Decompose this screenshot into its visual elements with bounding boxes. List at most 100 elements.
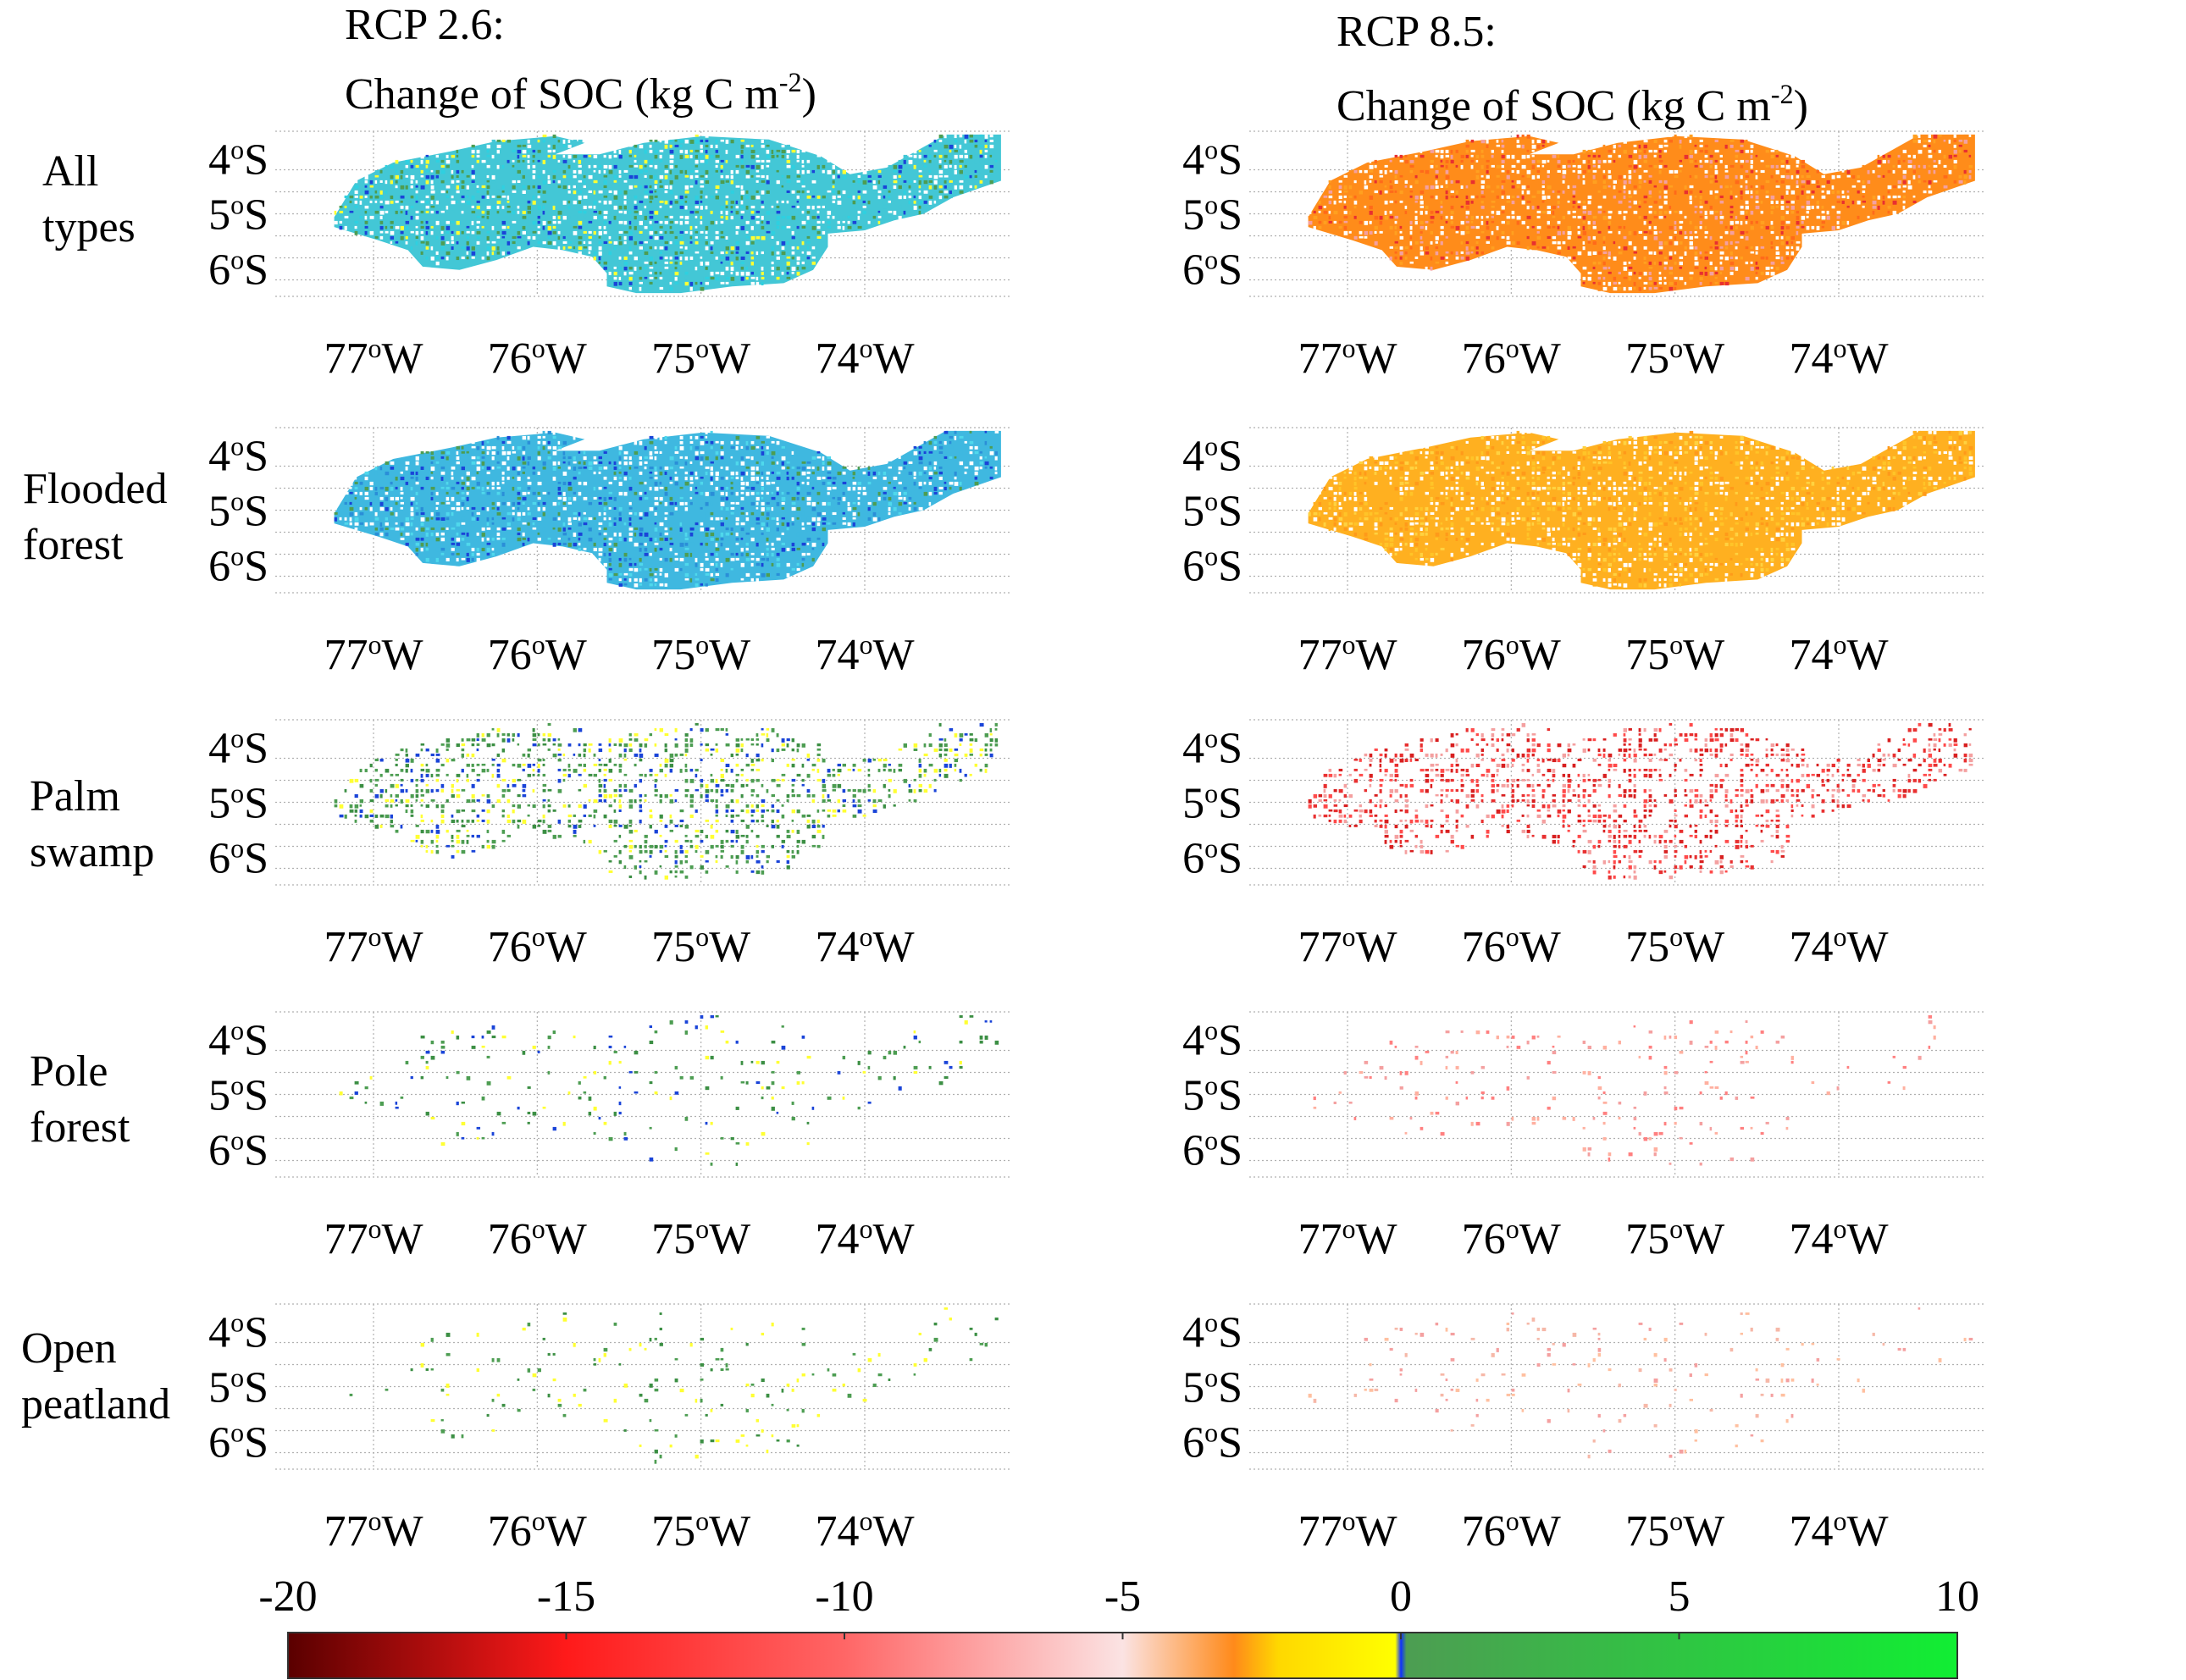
peatland-cell (1750, 185, 1753, 189)
peatland-cell (1450, 445, 1454, 449)
peatland-cell (776, 266, 780, 271)
peatland-cell (537, 435, 541, 439)
peatland-cell (1704, 200, 1708, 204)
peatland-cell (664, 185, 669, 189)
peatland-cell (1470, 154, 1474, 158)
peatland-cell (913, 471, 916, 476)
peatland-cell (811, 456, 816, 460)
peatland-cell (1760, 246, 1765, 249)
peatland-cell (984, 154, 988, 158)
peatland-cell (1775, 235, 1779, 240)
peatland-cell (786, 164, 791, 169)
peatland-cell (1465, 246, 1469, 251)
peatland-cell (1694, 174, 1698, 179)
peatland-cell (1663, 139, 1668, 143)
peatland-cell (837, 174, 840, 179)
peatland-cell (755, 169, 760, 173)
peatland-cell (918, 486, 922, 489)
peatland-cell (598, 246, 602, 251)
peatland-cell (456, 169, 460, 174)
peatland-cell (385, 491, 389, 495)
peatland-cell (750, 552, 755, 555)
peatland-cell (425, 220, 429, 224)
peatland-cell (1409, 185, 1413, 189)
peatland-cell (1501, 169, 1505, 173)
peatland-cell (1333, 200, 1337, 205)
peatland-cell (1806, 190, 1811, 194)
peatland-cell (679, 456, 683, 459)
peatland-cell (425, 461, 430, 465)
peatland-cell (659, 256, 663, 260)
peatland-cell (903, 461, 907, 465)
peatland-cell (1343, 220, 1348, 224)
peatland-cell (1755, 276, 1758, 280)
peatland-cell (745, 511, 749, 516)
peatland-cell (1475, 174, 1480, 180)
peatland-cell (400, 537, 405, 540)
peatland-cell (913, 501, 916, 505)
peatland-cell (644, 445, 647, 450)
peatland-cell (679, 139, 684, 143)
peatland-cell (603, 261, 608, 265)
peatland-cell (1592, 281, 1596, 285)
peatland-cell (430, 466, 435, 471)
peatland-cell (1780, 235, 1784, 240)
peatland-cell (440, 537, 446, 542)
peatland-cell (1724, 174, 1729, 180)
peatland-cell (1526, 174, 1530, 178)
peatland-cell (1597, 205, 1602, 209)
peatland-cell (1394, 230, 1397, 235)
peatland-cell (1592, 240, 1597, 246)
peatland-cell (623, 491, 628, 496)
peatland-cell (1394, 174, 1397, 179)
peatland-cell (1887, 195, 1891, 199)
peatland-cell (796, 567, 800, 572)
peatland-cell (1740, 205, 1744, 209)
peatland-cell (755, 276, 759, 281)
peatland-cell (405, 205, 409, 210)
peatland-cell (705, 139, 709, 143)
peatland-cell (720, 445, 723, 450)
peatland-cell (1653, 185, 1657, 188)
peatland-cell (400, 200, 403, 203)
peatland-cell (1826, 210, 1829, 215)
peatland-cell (1567, 251, 1570, 255)
peatland-cell (1338, 225, 1342, 229)
peatland-cell (1338, 220, 1342, 224)
peatland-cell (1338, 195, 1342, 199)
peatland-cell (1709, 271, 1714, 276)
peatland-cell (710, 481, 713, 485)
peatland-cell (567, 190, 571, 194)
peatland-cell (989, 445, 993, 449)
peatland-cell (898, 159, 901, 163)
peatland-cell (684, 537, 689, 541)
peatland-cell (1750, 154, 1753, 159)
peatland-cell (628, 159, 632, 163)
peatland-cell (1663, 220, 1667, 224)
peatland-cell (649, 583, 653, 587)
peatland-cell (562, 461, 566, 464)
peatland-cell (1663, 240, 1669, 246)
peatland-cell (842, 169, 846, 174)
peatland-cell (781, 552, 785, 556)
peatland-cell (740, 210, 744, 214)
peatland-cell (771, 266, 775, 270)
peatland-cell (446, 491, 449, 495)
peatland-cell (486, 445, 491, 450)
peatland-cell (639, 547, 642, 552)
peatland-cell (623, 456, 628, 460)
peatland-cell (938, 445, 944, 450)
peatland-cell (705, 572, 710, 576)
peatland-cell (466, 450, 469, 454)
peatland-cell (1618, 271, 1621, 275)
peatland-cell (1404, 210, 1408, 214)
peatland-cell (659, 471, 663, 476)
peatland-cell (1531, 440, 1536, 444)
peatland-cell (1907, 159, 1912, 163)
peatland-cell (700, 286, 705, 291)
peatland-cell (689, 481, 694, 484)
peatland-cell (440, 471, 446, 475)
peatland-cell (461, 552, 464, 557)
peatland-cell (1933, 440, 1938, 444)
peatland-cell (420, 486, 424, 490)
